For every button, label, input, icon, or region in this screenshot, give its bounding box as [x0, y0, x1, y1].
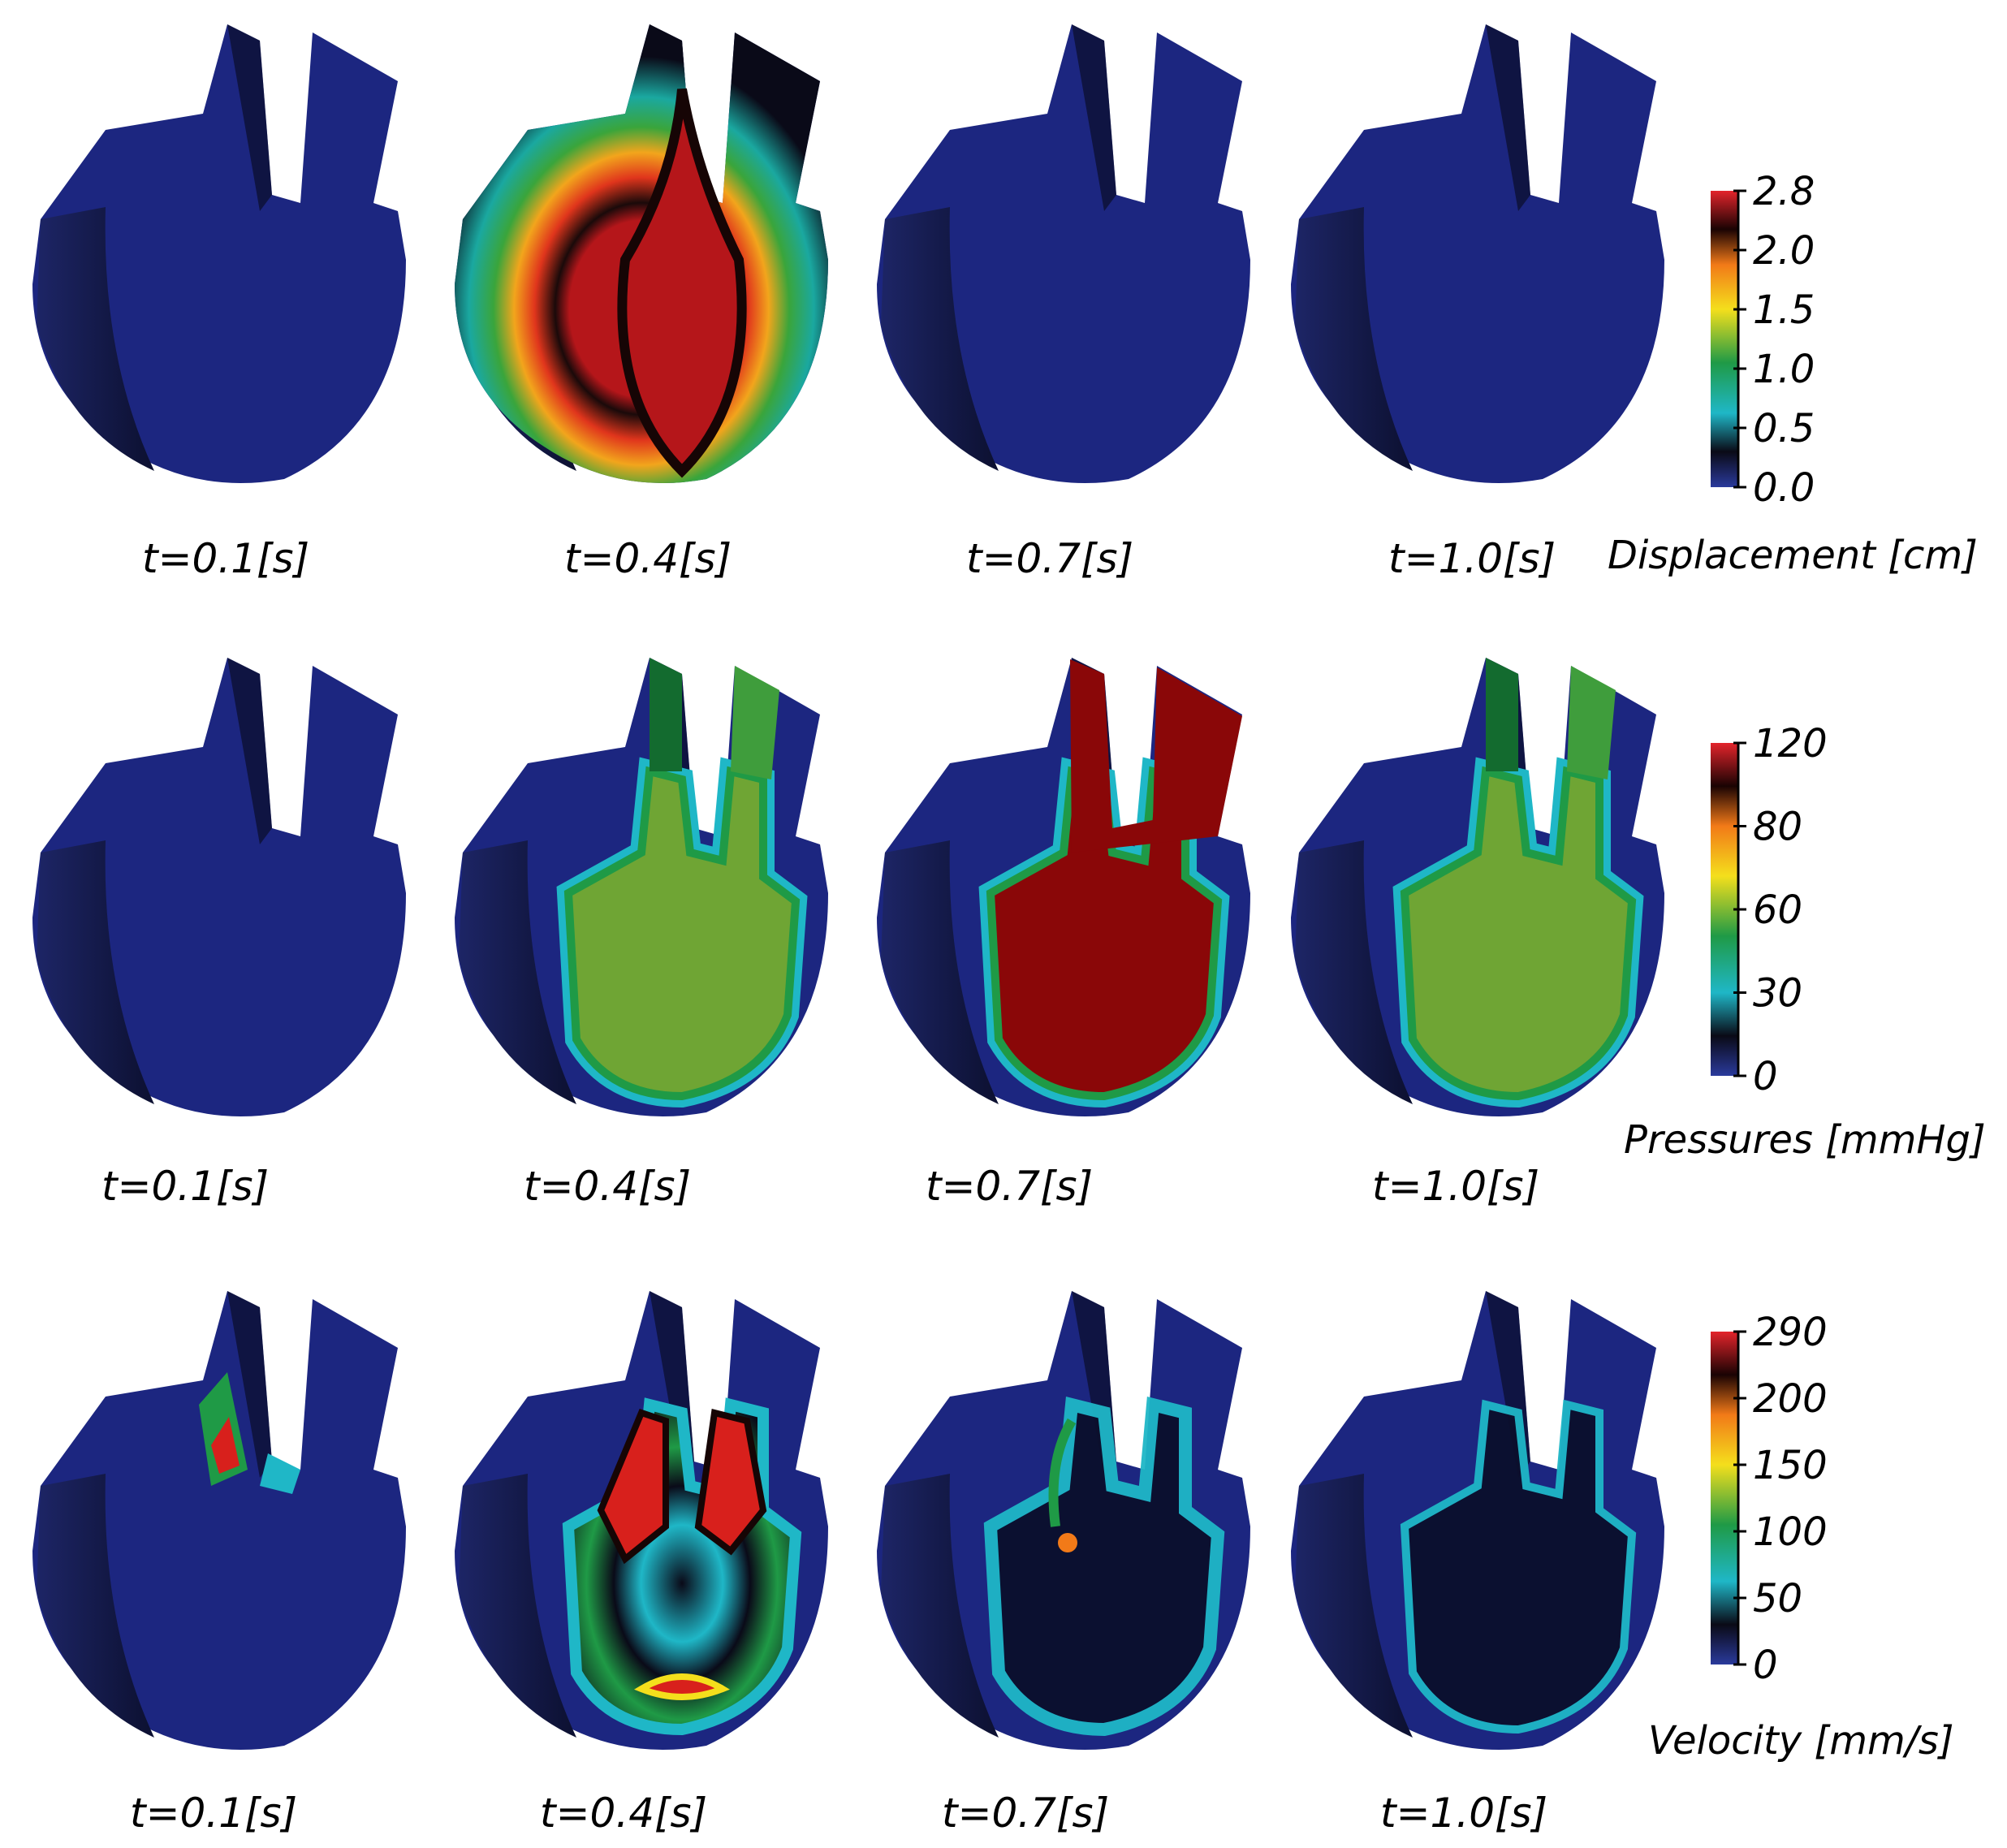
time-label: t=1.0[s]	[1388, 535, 1556, 582]
heart-model-displacement-2	[455, 24, 828, 483]
colorbar-tick-label: 0	[1753, 1054, 1778, 1099]
colorbar-title: Velocity [mm/s]	[1648, 1718, 1954, 1764]
heart-outer-surface	[1291, 24, 1664, 483]
colorbar-displacement: 2.8 2.0 1.5 1.0 0.5 0.0 Displacement [cm]	[1608, 169, 1978, 578]
heart-model-pressure-3	[877, 658, 1250, 1116]
colorbar-tick-label: 1.5	[1753, 287, 1815, 333]
heart-model-displacement-1	[32, 24, 406, 483]
colorbar-tick-label: 200	[1753, 1376, 1828, 1422]
vortex-trace	[1048, 1418, 1077, 1527]
heart-model-displacement-4	[1291, 24, 1664, 483]
colorbar-tick-label: 0.5	[1753, 406, 1815, 451]
heart-side-face	[881, 1474, 999, 1738]
peak-displacement-region	[617, 88, 747, 478]
time-label: t=0.1[s]	[101, 1163, 269, 1210]
colorbar-tick-label: 1.0	[1753, 347, 1815, 392]
colorbar-tick-label: 290	[1753, 1310, 1828, 1355]
velocity-field	[1400, 1399, 1637, 1734]
time-label: t=0.1[s]	[130, 1790, 297, 1837]
jet-right	[694, 1409, 767, 1556]
inflow-core	[211, 1417, 240, 1474]
velocity-hotspot	[1058, 1533, 1077, 1552]
colorbar-tick-label: 2.8	[1753, 169, 1815, 214]
heart-side-face	[37, 207, 154, 471]
outlet-pressure	[1070, 659, 1242, 853]
colorbar-gradient	[1711, 191, 1738, 487]
heart-outer-surface	[32, 1291, 406, 1750]
colorbar-gradient	[1711, 1332, 1738, 1664]
heart-model-pressure-2	[455, 658, 828, 1116]
colorbar-tick-label: 0.0	[1753, 465, 1815, 511]
heart-model-velocity-2	[455, 1291, 828, 1750]
time-label: t=0.4[s]	[524, 1163, 691, 1210]
jet-left	[597, 1409, 669, 1565]
heart-model-velocity-1	[32, 1291, 406, 1750]
colorbar-pressure: 120 80 60 30 0 Pressures [mmHg]	[1624, 721, 1986, 1163]
colorbar-tick-label: 50	[1753, 1576, 1802, 1621]
outlet-left	[1486, 658, 1518, 771]
septum-gap	[1072, 24, 1116, 211]
colorbar-tick-label: 60	[1753, 887, 1802, 933]
cavity-pressure-field	[563, 766, 801, 1101]
heart-model-velocity-3	[877, 1291, 1250, 1750]
heart-model-displacement-3	[877, 24, 1250, 483]
heart-outer-surface	[877, 24, 1250, 483]
heart-side-face	[1295, 840, 1413, 1104]
colorbar-title: Pressures [mmHg]	[1624, 1117, 1986, 1163]
time-label: t=0.4[s]	[564, 535, 732, 582]
outlet-right	[731, 666, 779, 779]
colorbar-title: Displacement [cm]	[1608, 533, 1978, 578]
colorbar-tick-label: 2.0	[1753, 228, 1815, 274]
heart-side-face	[459, 840, 576, 1104]
heart-side-face	[881, 207, 999, 471]
heart-model-pressure-1	[32, 658, 406, 1116]
heart-side-face	[881, 840, 999, 1104]
apex-jet	[634, 1673, 730, 1700]
septum-gap	[227, 1291, 272, 1478]
time-label: t=1.0[s]	[1380, 1790, 1547, 1837]
velocity-field	[983, 1396, 1225, 1737]
inflow-secondary	[260, 1453, 300, 1494]
colorbar-tick-label: 80	[1753, 805, 1802, 850]
time-label: t=0.1[s]	[142, 535, 309, 582]
time-label: t=0.7[s]	[926, 1163, 1093, 1210]
outlet-right	[1567, 666, 1616, 779]
septum-gap	[227, 24, 272, 211]
heart-side-face	[1295, 1474, 1413, 1738]
cavity-pressure-field	[1400, 766, 1637, 1101]
colorbar-velocity: 290 200 150 100 50 0 Velocity [mm/s]	[1648, 1310, 1954, 1764]
colorbar-tick-label: 120	[1753, 721, 1828, 766]
time-label: t=0.7[s]	[942, 1790, 1109, 1837]
heart-outer-surface	[32, 658, 406, 1116]
colorbar-tick-label: 100	[1753, 1509, 1828, 1555]
heart-model-pressure-4	[1291, 658, 1664, 1116]
time-label: t=0.7[s]	[966, 535, 1133, 582]
heart-side-face	[459, 1474, 576, 1738]
colorbar-tick-label: 30	[1753, 971, 1802, 1017]
septum-gap	[1486, 24, 1530, 211]
time-label: t=1.0[s]	[1372, 1163, 1539, 1210]
time-label: t=0.4[s]	[540, 1790, 707, 1837]
colorbar-tick-label: 0	[1753, 1643, 1778, 1688]
heart-side-face	[37, 840, 154, 1104]
heart-model-velocity-4	[1291, 1291, 1664, 1750]
outlet-left	[650, 658, 682, 771]
septum-gap	[227, 658, 272, 844]
colorbar-tick-label: 150	[1753, 1443, 1828, 1488]
heart-side-face	[37, 1474, 154, 1738]
heart-outer-surface	[32, 24, 406, 483]
heart-side-face	[1295, 207, 1413, 471]
